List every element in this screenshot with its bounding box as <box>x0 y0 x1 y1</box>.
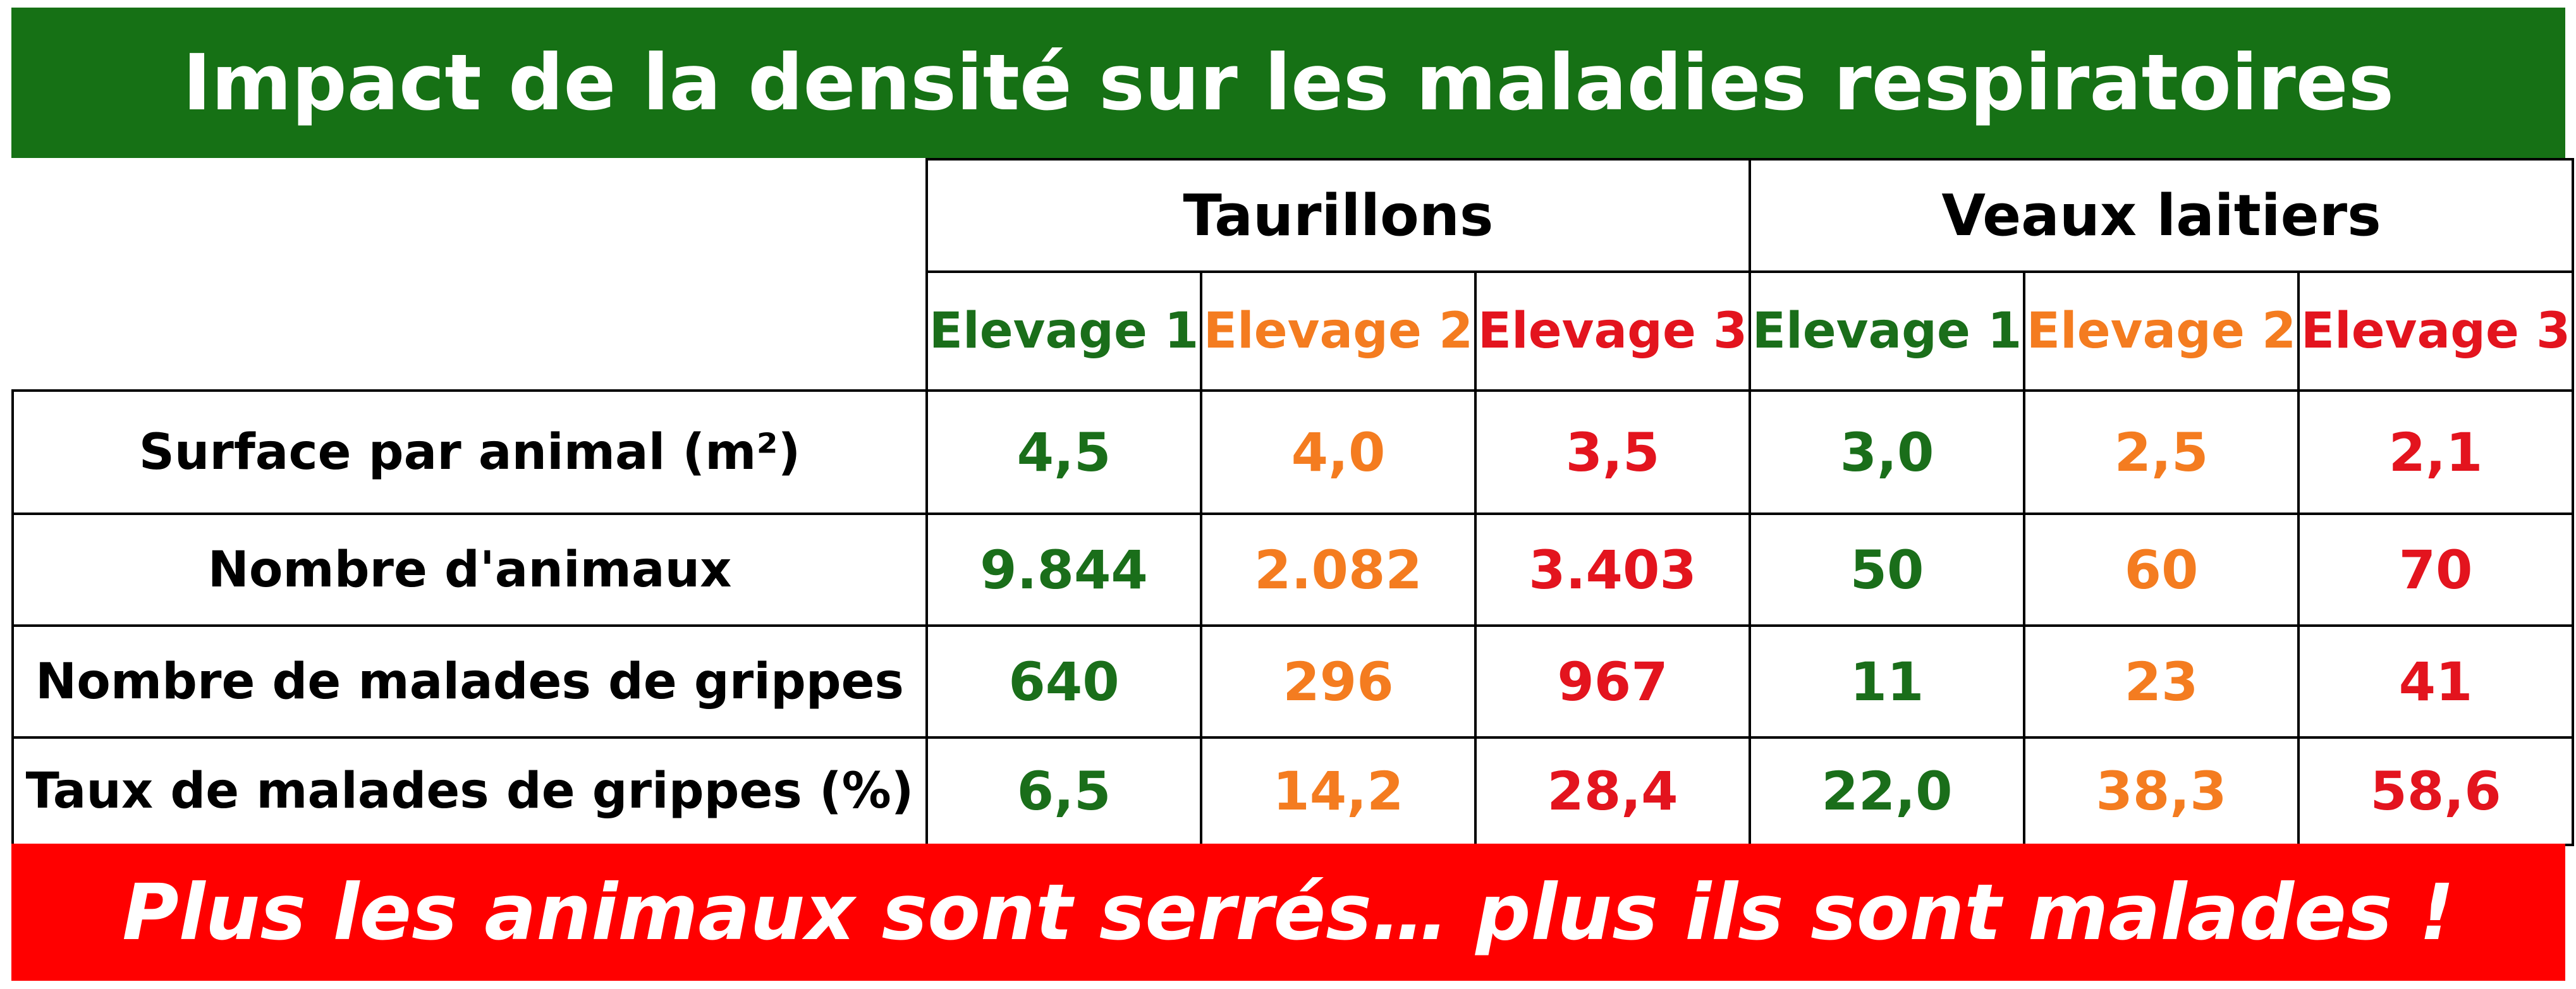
table-cell: 60 <box>2023 513 2300 627</box>
farm-header-taurillons-1: Elevage 1 <box>925 270 1202 392</box>
table-cell: 4,0 <box>1200 389 1477 515</box>
farm-header-veaux-3: Elevage 3 <box>2297 270 2575 392</box>
farm-header-veaux-1: Elevage 1 <box>1749 270 2026 392</box>
table-cell: 6,5 <box>925 736 1202 846</box>
table-cell: 296 <box>1200 624 1477 739</box>
empty-corner-cell <box>13 159 928 392</box>
table-cell: 640 <box>925 624 1202 739</box>
table-cell: 967 <box>1474 624 1752 739</box>
farm-header-row: Elevage 1 Elevage 2 Elevage 3 Elevage 1 … <box>13 270 2575 392</box>
table-row: Nombre de malades de grippes 640 296 967… <box>11 624 2575 739</box>
conclusion-banner: Plus les animaux sont serrés… plus ils s… <box>11 844 2565 981</box>
table-cell: 3,0 <box>1749 389 2026 515</box>
table-cell: 58,6 <box>2297 736 2575 846</box>
table-cell: 38,3 <box>2023 736 2300 846</box>
table-cell: 50 <box>1749 513 2026 627</box>
table-row: Taux de malades de grippes (%) 6,5 14,2 … <box>11 736 2575 846</box>
table-cell: 70 <box>2297 513 2575 627</box>
group-header-taurillons: Taurillons <box>925 158 1752 273</box>
farm-header-veaux-2: Elevage 2 <box>2023 270 2300 392</box>
group-header-veaux-laitiers: Veaux laitiers <box>1749 158 2575 273</box>
table-cell: 3.403 <box>1474 513 1752 627</box>
row-label-taux-malades: Taux de malades de grippes (%) <box>11 736 928 846</box>
table-cell: 11 <box>1749 624 2026 739</box>
table-cell: 14,2 <box>1200 736 1477 846</box>
table-cell: 2,1 <box>2297 389 2575 515</box>
table-cell: 3,5 <box>1474 389 1752 515</box>
title-text: Impact de la densité sur les maladies re… <box>182 38 2395 128</box>
farm-header-taurillons-3: Elevage 3 <box>1474 270 1752 392</box>
table-cell: 9.844 <box>925 513 1202 627</box>
farm-header-taurillons-2: Elevage 2 <box>1200 270 1477 392</box>
row-label-surface: Surface par animal (m²) <box>11 389 928 515</box>
table-row: Nombre d'animaux 9.844 2.082 3.403 50 60… <box>11 513 2575 627</box>
conclusion-text: Plus les animaux sont serrés… plus ils s… <box>122 867 2455 957</box>
group-header-row: Taurillons Veaux laitiers <box>13 158 2575 392</box>
table-row: Surface par animal (m²) 4,5 4,0 3,5 3,0 … <box>11 389 2575 515</box>
table-cell: 41 <box>2297 624 2575 739</box>
row-label-nombre-malades: Nombre de malades de grippes <box>11 624 928 739</box>
table-cell: 4,5 <box>925 389 1202 515</box>
table-cell: 2,5 <box>2023 389 2300 515</box>
table-cell: 22,0 <box>1749 736 2026 846</box>
table-cell: 28,4 <box>1474 736 1752 846</box>
title-banner: Impact de la densité sur les maladies re… <box>11 8 2565 158</box>
table-cell: 2.082 <box>1200 513 1477 627</box>
density-table: Taurillons Veaux laitiers Elevage 1 Elev… <box>11 158 2575 846</box>
infographic: Impact de la densité sur les maladies re… <box>11 8 2575 981</box>
row-label-nombre-animaux: Nombre d'animaux <box>11 513 928 627</box>
table-cell: 23 <box>2023 624 2300 739</box>
